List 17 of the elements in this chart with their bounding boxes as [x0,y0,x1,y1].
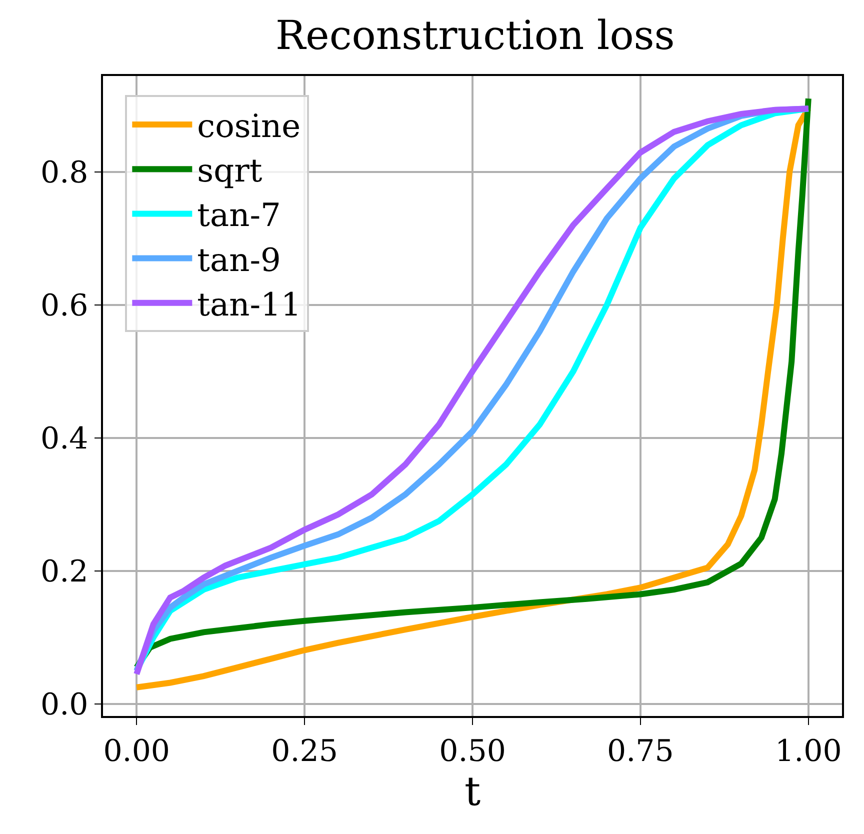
x-tick-label: 1.00 [775,734,842,769]
x-tick-label: 0.25 [271,734,338,769]
y-tick-label: 0.8 [40,155,88,190]
x-tick-label: 0.50 [439,734,506,769]
legend-label: tan-11 [197,285,302,324]
x-tick-label: 0.00 [103,734,170,769]
legend-label: tan-7 [197,196,281,234]
chart-title: Reconstruction loss [276,12,675,59]
legend-label: sqrt [197,152,262,190]
legend-label: tan-9 [197,240,281,279]
x-tick-label: 0.75 [607,734,674,769]
y-tick-label: 0.4 [40,421,88,456]
y-tick-label: 0.2 [40,554,88,590]
y-tick-label: 0.6 [40,288,88,324]
y-tick-label: 0.0 [40,688,88,723]
x-axis-title: t [464,768,481,815]
legend-label: cosine [197,106,301,145]
